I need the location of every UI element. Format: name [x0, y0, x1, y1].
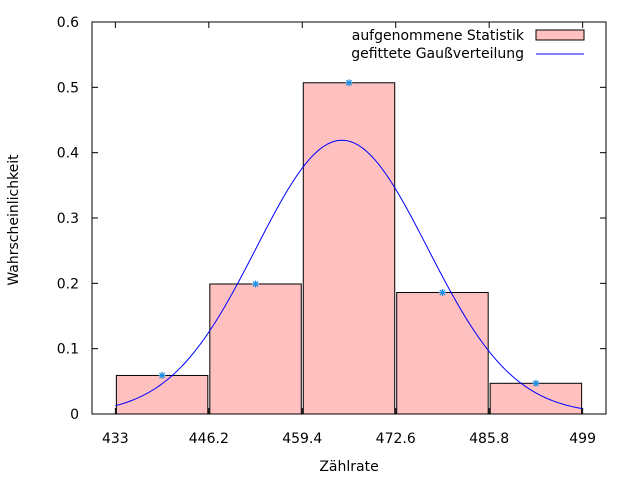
- x-axis-title: Zählrate: [319, 459, 378, 475]
- data-point-asterisk: [158, 371, 166, 379]
- y-tick-label: 0.1: [57, 342, 79, 358]
- x-tick-label: 499: [569, 431, 596, 447]
- legend-label-gaussian: gefittete Gaußverteilung: [351, 46, 524, 62]
- legend: aufgenommene Statistik gefittete Gaußver…: [351, 28, 585, 62]
- y-tick-label: 0: [70, 407, 79, 423]
- histogram-bar: [396, 291, 489, 415]
- histogram-bar: [209, 283, 302, 415]
- y-tick-label: 0.6: [57, 15, 79, 31]
- y-axis-ticks: 0 0.1 0.2 0.3 0.4 0.5 0.6: [57, 15, 606, 423]
- histogram-bar: [489, 382, 583, 415]
- data-point-asterisk: [252, 280, 260, 288]
- x-tick-label: 433: [102, 431, 129, 447]
- gaussian-fit-curve: [115, 139, 583, 410]
- x-tick-label: 485.8: [469, 431, 509, 447]
- y-tick-label: 0.4: [57, 146, 79, 162]
- data-points: [158, 79, 540, 387]
- legend-swatch-histogram: [535, 29, 585, 41]
- data-point-asterisk: [532, 379, 540, 387]
- x-tick-label: 472.6: [376, 431, 416, 447]
- histogram-bars: [115, 82, 583, 415]
- y-tick-label: 0.5: [57, 80, 79, 96]
- histogram-bar: [115, 374, 209, 415]
- legend-entry-histogram: aufgenommene Statistik: [352, 28, 585, 44]
- legend-label-histogram: aufgenommene Statistik: [352, 28, 525, 44]
- x-tick-label: 459.4: [282, 431, 322, 447]
- y-tick-label: 0.2: [57, 276, 79, 292]
- legend-entry-gaussian: gefittete Gaußverteilung: [351, 46, 584, 62]
- y-axis-title: Wahrscheinlichkeit: [6, 154, 22, 286]
- data-point-asterisk: [345, 79, 353, 87]
- x-tick-label: 446.2: [189, 431, 229, 447]
- data-point-asterisk: [438, 288, 446, 296]
- histogram-bar: [302, 82, 396, 415]
- x-axis-ticks: 433 446.2 459.4 472.6 485.8 499: [102, 22, 596, 447]
- y-tick-label: 0.3: [57, 211, 79, 227]
